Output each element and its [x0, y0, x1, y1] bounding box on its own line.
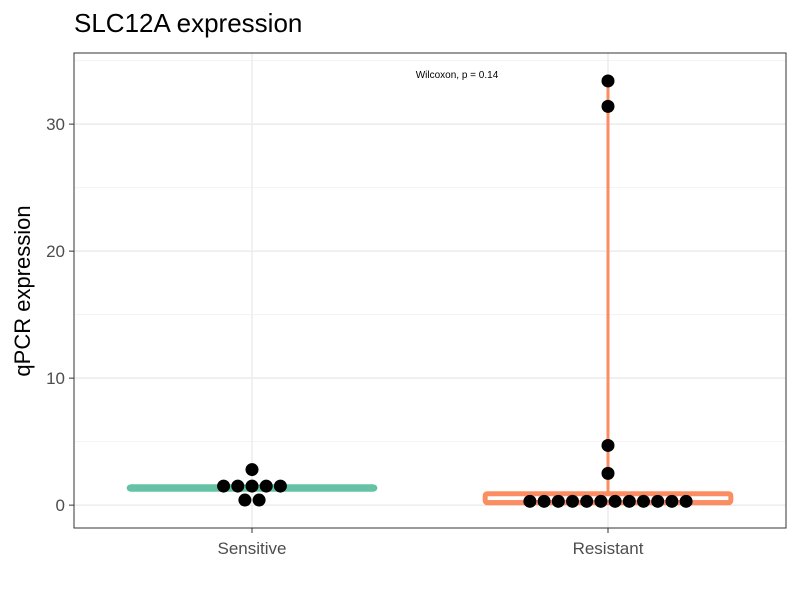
- resistant-data-point: [580, 494, 594, 508]
- resistant-data-point: [679, 494, 693, 508]
- sensitive-data-point: [252, 493, 266, 507]
- grid-layer: [74, 53, 786, 528]
- resistant-data-point: [601, 438, 615, 452]
- resistant-data-point: [551, 494, 565, 508]
- panel-border: [73, 52, 787, 529]
- y-axis-label: qPCR expression: [10, 205, 35, 376]
- sensitive-data-point: [231, 479, 245, 493]
- resistant-data-point: [523, 494, 537, 508]
- resistant-data-point: [608, 494, 622, 508]
- sensitive-data-point: [217, 479, 231, 493]
- dot-layer: [217, 74, 693, 508]
- y-tick-label: 10: [46, 369, 65, 388]
- resistant-data-point: [622, 494, 636, 508]
- box-layer: [126, 80, 734, 506]
- sensitive-data-point: [238, 493, 252, 507]
- resistant-data-point: [601, 99, 615, 113]
- sensitive-data-point: [273, 479, 287, 493]
- chart-title: SLC12A expression: [74, 8, 302, 38]
- y-tick-label: 20: [46, 242, 65, 261]
- x-tick-label-resistant: Resistant: [573, 539, 644, 558]
- resistant-data-point: [651, 494, 665, 508]
- test-annotation: Wilcoxon, p = 0.14: [416, 70, 499, 81]
- resistant-data-point: [594, 494, 608, 508]
- sensitive-data-point: [259, 479, 273, 493]
- x-tick-label-sensitive: Sensitive: [218, 539, 287, 558]
- sensitive-data-point: [245, 479, 259, 493]
- y-tick-label: 30: [46, 115, 65, 134]
- resistant-data-point: [537, 494, 551, 508]
- y-tick-label: 0: [56, 496, 65, 515]
- sensitive-data-point: [245, 463, 259, 477]
- resistant-data-point: [665, 494, 679, 508]
- resistant-data-point: [637, 494, 650, 508]
- resistant-data-point: [566, 494, 579, 508]
- axis-layer: 0 10 20 30 Sensitive Resistant: [46, 115, 644, 558]
- resistant-data-point: [601, 466, 615, 480]
- resistant-data-point: [601, 74, 615, 88]
